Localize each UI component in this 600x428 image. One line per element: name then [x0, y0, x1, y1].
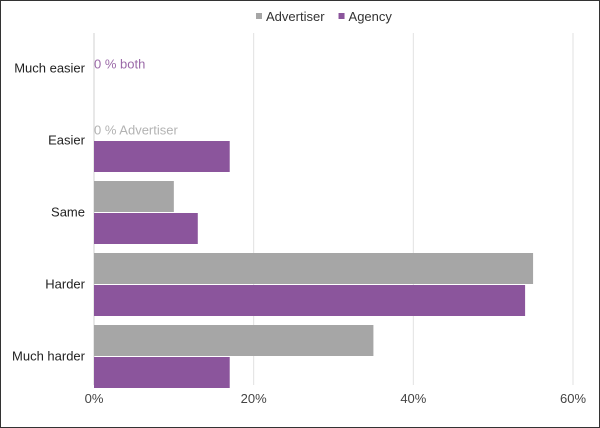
- category-label: Same: [51, 205, 85, 220]
- bar-advertiser: [94, 253, 534, 284]
- legend-swatch: [256, 13, 262, 19]
- x-tick-label: 0%: [85, 391, 104, 406]
- category-label: Much harder: [12, 349, 86, 364]
- bar-advertiser: [94, 325, 374, 356]
- annotation-label: 0 % both: [94, 57, 145, 72]
- legend-swatch: [338, 13, 345, 19]
- bar-agency: [94, 357, 230, 388]
- bar-agency: [94, 213, 198, 244]
- annotation-label: 0 % Advertiser: [94, 123, 178, 138]
- category-label: Easier: [48, 133, 86, 148]
- x-tick-labels: 0% 20% 40% 60%: [85, 391, 587, 406]
- legend: Advertiser Agency: [256, 9, 392, 24]
- category-labels: Much easier Easier Same Harder Much harder: [12, 61, 86, 364]
- legend-label: Advertiser: [266, 9, 325, 24]
- bar-agency: [94, 285, 526, 316]
- bar-advertiser: [94, 181, 174, 212]
- legend-label: Agency: [349, 9, 393, 24]
- annotations: 0 % both 0 % Advertiser: [94, 57, 178, 138]
- bar-agency: [94, 141, 230, 172]
- x-tick-label: 20%: [241, 391, 267, 406]
- category-label: Much easier: [14, 61, 85, 76]
- x-tick-label: 60%: [560, 391, 586, 406]
- category-label: Harder: [45, 277, 85, 292]
- bars: [94, 141, 534, 388]
- x-tick-label: 40%: [400, 391, 426, 406]
